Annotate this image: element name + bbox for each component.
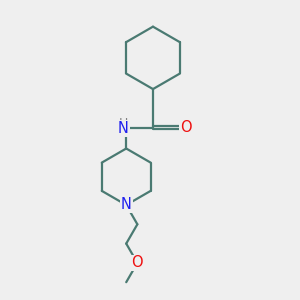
- Text: O: O: [180, 120, 191, 135]
- Text: N: N: [118, 121, 129, 136]
- Text: N: N: [121, 197, 132, 212]
- Text: H: H: [119, 117, 128, 130]
- Text: O: O: [132, 255, 143, 270]
